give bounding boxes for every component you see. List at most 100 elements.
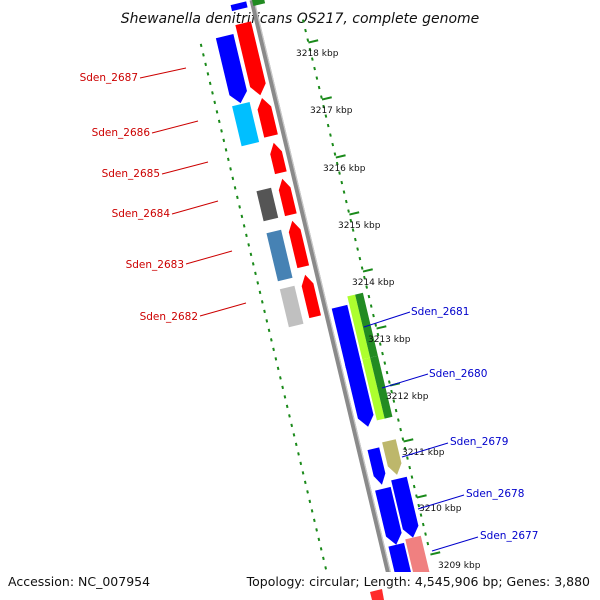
- gene-feature: [347, 294, 371, 360]
- guide-dot: [288, 414, 291, 418]
- guide-dot: [360, 266, 364, 270]
- tick-label: 3211 kbp: [402, 448, 445, 458]
- guide-dot: [242, 224, 246, 228]
- guide-dot: [385, 370, 389, 375]
- guide-dot: [383, 361, 387, 365]
- scale-tick: [308, 39, 319, 44]
- gene-feature: [266, 229, 293, 282]
- guide-dot: [297, 452, 300, 456]
- gene-label[interactable]: Sden_2680: [429, 368, 487, 380]
- guide-dot: [211, 91, 214, 95]
- guide-dot: [199, 43, 203, 48]
- tick-label: 3209 kbp: [438, 561, 481, 571]
- gene-leader-line: [171, 200, 219, 215]
- guide-dot: [378, 342, 382, 346]
- guide-dot: [301, 19, 305, 23]
- gene-feature: [278, 178, 297, 217]
- guide-dot: [374, 323, 378, 327]
- guide-dot: [358, 256, 362, 261]
- gene-label[interactable]: Sden_2687: [80, 72, 138, 84]
- gene-feature: [257, 98, 278, 138]
- guide-dot: [372, 313, 375, 318]
- scale-tick: [321, 96, 332, 101]
- guide-dot: [324, 566, 328, 570]
- gene-leader-line: [185, 250, 233, 265]
- gene-leader-line: [139, 67, 187, 79]
- genome-backbone-highlight: [253, 0, 398, 600]
- guide-dot: [344, 199, 348, 204]
- guide-dot: [320, 95, 323, 99]
- guide-dot: [410, 475, 414, 479]
- guide-dot: [281, 385, 284, 390]
- guide-dot: [322, 104, 325, 109]
- guide-dot: [317, 85, 321, 90]
- gene-feature: [256, 187, 279, 222]
- scale-tick: [362, 268, 373, 273]
- left-gene-labels: Sden_2687 Sden_2686 Sden_2685 Sden_2684 …: [80, 67, 247, 323]
- guide-dot: [342, 190, 346, 194]
- gene-label[interactable]: Sden_2686: [92, 127, 151, 139]
- guide-dot: [294, 442, 298, 447]
- guide-dot: [335, 161, 339, 166]
- guide-dot: [202, 53, 205, 57]
- guide-dot: [329, 133, 332, 137]
- footer-band: [0, 572, 600, 600]
- guide-dot: [249, 252, 253, 257]
- gene-label[interactable]: Sden_2682: [140, 311, 198, 323]
- genome-track: [249, 0, 398, 600]
- guide-dot: [326, 123, 330, 128]
- gene-leader-line: [199, 302, 247, 317]
- guide-dot: [308, 47, 312, 52]
- guide-dot: [290, 423, 294, 428]
- gene-leader-line: [151, 120, 199, 134]
- gene-label[interactable]: Sden_2679: [450, 436, 508, 448]
- scale-ticks: 3218 kbp 3217 kbp 3216 kbp 3215 kbp 3214…: [296, 49, 481, 571]
- tick-label: 3215 kbp: [338, 221, 381, 231]
- guide-dot: [340, 180, 344, 185]
- guide-dot: [306, 490, 309, 494]
- guide-dot: [236, 195, 239, 200]
- gene-feature: [270, 142, 287, 175]
- gene-label[interactable]: Sden_2685: [102, 168, 160, 180]
- guide-dot: [304, 28, 307, 33]
- gene-label[interactable]: Sden_2677: [480, 530, 538, 542]
- right-gene-labels: Sden_2681 Sden_2680 Sden_2679 Sden_2678 …: [363, 306, 538, 552]
- gene-label[interactable]: Sden_2678: [466, 488, 524, 500]
- guide-dot: [406, 456, 409, 460]
- gene-feature: [367, 447, 386, 485]
- guide-dot: [392, 399, 396, 403]
- gene-feature: [345, 360, 374, 427]
- guide-dot: [238, 205, 241, 209]
- guide-dot: [390, 389, 393, 394]
- genome-summary-text: Topology: circular; Length: 4,545,906 bp…: [246, 574, 590, 589]
- guide-dot: [240, 214, 244, 219]
- scale-tick: [349, 211, 360, 216]
- gene-feature: [235, 21, 266, 96]
- scale-tick: [335, 154, 346, 159]
- gene-feature: [288, 220, 310, 269]
- guide-dot: [324, 114, 328, 118]
- guide-dot: [315, 76, 319, 80]
- gene-feature: [215, 34, 247, 104]
- gene-feature: [279, 285, 304, 328]
- guide-dot: [401, 437, 405, 441]
- gene-label[interactable]: Sden_2684: [112, 208, 171, 220]
- guide-dot: [258, 290, 262, 295]
- guide-dot: [204, 62, 208, 67]
- dotted-guides: [199, 19, 441, 570]
- guide-dot: [399, 427, 402, 432]
- gene-label[interactable]: Sden_2681: [411, 306, 469, 318]
- guide-dot: [397, 418, 400, 422]
- gene-leader-line: [401, 442, 449, 458]
- guide-dot: [256, 281, 260, 285]
- guide-dot: [347, 209, 350, 213]
- guide-dot: [206, 72, 210, 76]
- tick-label: 3217 kbp: [310, 106, 353, 116]
- guide-dot: [417, 503, 421, 508]
- guide-dot: [394, 408, 398, 413]
- guide-dot: [231, 176, 235, 181]
- guide-dot: [254, 271, 257, 276]
- guide-dot: [419, 513, 423, 517]
- guide-dot: [215, 110, 219, 114]
- gene-label[interactable]: Sden_2683: [126, 259, 184, 271]
